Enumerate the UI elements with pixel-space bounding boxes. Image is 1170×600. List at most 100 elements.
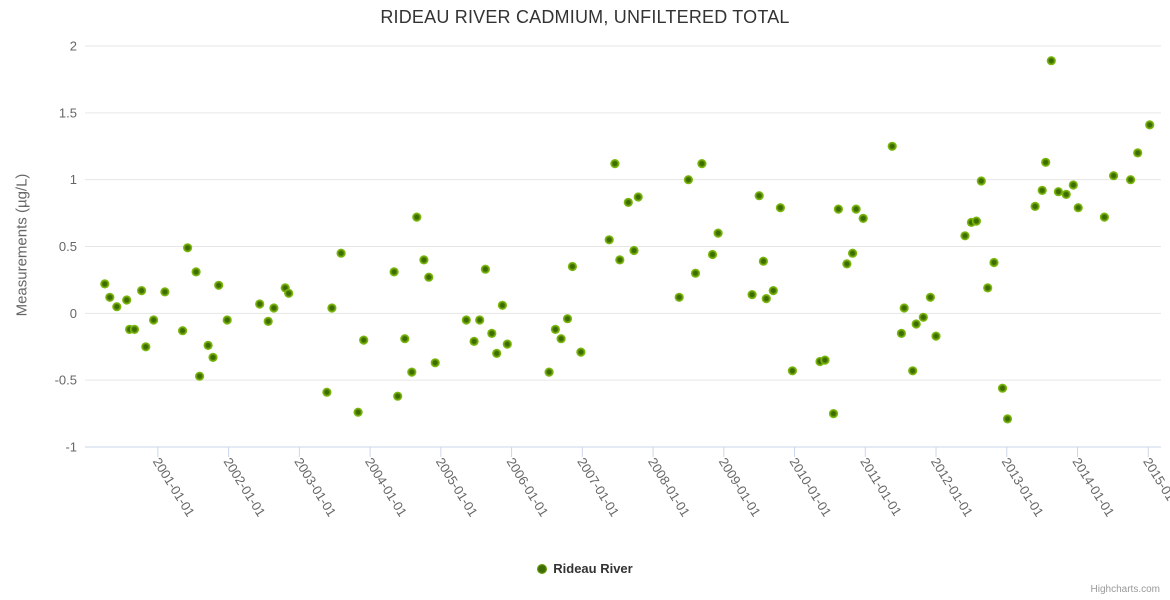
data-point[interactable] [1002,414,1013,424]
data-point[interactable] [1068,180,1078,190]
data-point[interactable] [851,204,861,214]
data-point[interactable] [683,175,694,185]
data-point[interactable] [997,383,1008,393]
legend-item-rideau-river[interactable]: Rideau River [537,561,633,576]
data-point[interactable] [214,280,224,290]
data-point[interactable] [1030,201,1040,211]
data-point[interactable] [327,303,337,313]
data-point[interactable] [633,192,643,202]
data-point[interactable] [183,243,193,253]
data-point[interactable] [353,407,363,417]
data-point[interactable] [389,267,399,277]
data-point[interactable] [1041,157,1051,167]
data-point[interactable] [502,339,512,349]
data-point[interactable] [629,245,639,256]
data-point[interactable] [820,355,830,365]
data-point[interactable] [576,347,586,357]
data-point[interactable] [858,213,868,223]
data-point[interactable] [848,248,858,258]
data-point[interactable] [971,216,982,226]
data-point[interactable] [322,387,332,397]
data-point[interactable] [775,203,786,213]
data-point[interactable] [1037,185,1047,195]
data-point[interactable] [562,314,573,324]
data-point[interactable] [674,292,684,302]
data-point[interactable] [1145,120,1155,130]
data-point[interactable] [430,358,440,368]
data-point[interactable] [567,261,578,272]
credits-link[interactable]: Highcharts.com [1090,584,1160,595]
data-point[interactable] [697,159,707,169]
data-point[interactable] [492,348,502,358]
data-point[interactable] [393,391,403,401]
data-point[interactable] [908,366,918,376]
data-point[interactable] [424,272,434,282]
data-point[interactable] [1126,175,1136,185]
data-point[interactable] [1133,148,1143,158]
data-point[interactable] [112,302,122,312]
data-point[interactable] [263,316,273,326]
data-point[interactable] [983,283,993,293]
data-point[interactable] [222,315,232,325]
data-point[interactable] [407,367,417,377]
data-point[interactable] [129,324,140,334]
data-point[interactable] [754,191,764,201]
data-point[interactable] [412,212,422,222]
data-point[interactable] [918,312,928,322]
data-point[interactable] [469,336,479,346]
data-point[interactable] [178,326,188,336]
data-point[interactable] [284,288,294,298]
data-point[interactable] [195,371,205,381]
data-point[interactable] [761,294,771,304]
data-point[interactable] [141,342,151,352]
data-point[interactable] [255,299,265,309]
data-point[interactable] [191,267,201,277]
data-point[interactable] [160,287,170,297]
data-point[interactable] [828,409,839,419]
data-point[interactable] [419,255,429,265]
data-point[interactable] [475,315,485,325]
data-point[interactable] [707,249,718,260]
data-point[interactable] [768,286,778,296]
data-point[interactable] [887,141,897,151]
data-point[interactable] [550,324,561,334]
data-point[interactable] [1046,56,1056,66]
data-point[interactable] [989,257,999,268]
data-point[interactable] [931,331,941,341]
data-point[interactable] [480,264,490,274]
data-point[interactable] [336,248,346,258]
data-point[interactable] [713,228,723,238]
data-point[interactable] [842,259,852,269]
data-point[interactable] [787,366,798,376]
data-point[interactable] [359,335,369,345]
data-point[interactable] [911,319,921,329]
data-point[interactable] [556,334,566,344]
data-point[interactable] [623,197,633,207]
data-point[interactable] [203,340,213,350]
data-point[interactable] [1109,171,1119,181]
data-point[interactable] [487,328,497,338]
data-point[interactable] [1073,203,1083,213]
data-point[interactable] [149,315,159,325]
data-point[interactable] [544,367,554,377]
data-point[interactable] [960,231,970,241]
data-point[interactable] [1099,212,1109,222]
data-point[interactable] [925,292,936,302]
data-point[interactable] [208,352,218,362]
data-point[interactable] [461,315,471,325]
data-point[interactable] [122,295,132,305]
data-point[interactable] [747,290,757,300]
data-point[interactable] [1061,189,1071,199]
data-point[interactable] [105,292,115,302]
data-point[interactable] [100,279,110,289]
data-point[interactable] [1053,187,1063,197]
data-point[interactable] [400,334,410,344]
data-point[interactable] [610,159,620,169]
data-point[interactable] [896,328,907,338]
data-point[interactable] [758,256,769,266]
data-point[interactable] [615,255,625,265]
data-point[interactable] [690,268,701,278]
data-point[interactable] [137,286,147,296]
data-point[interactable] [976,176,986,186]
data-point[interactable] [497,300,507,310]
